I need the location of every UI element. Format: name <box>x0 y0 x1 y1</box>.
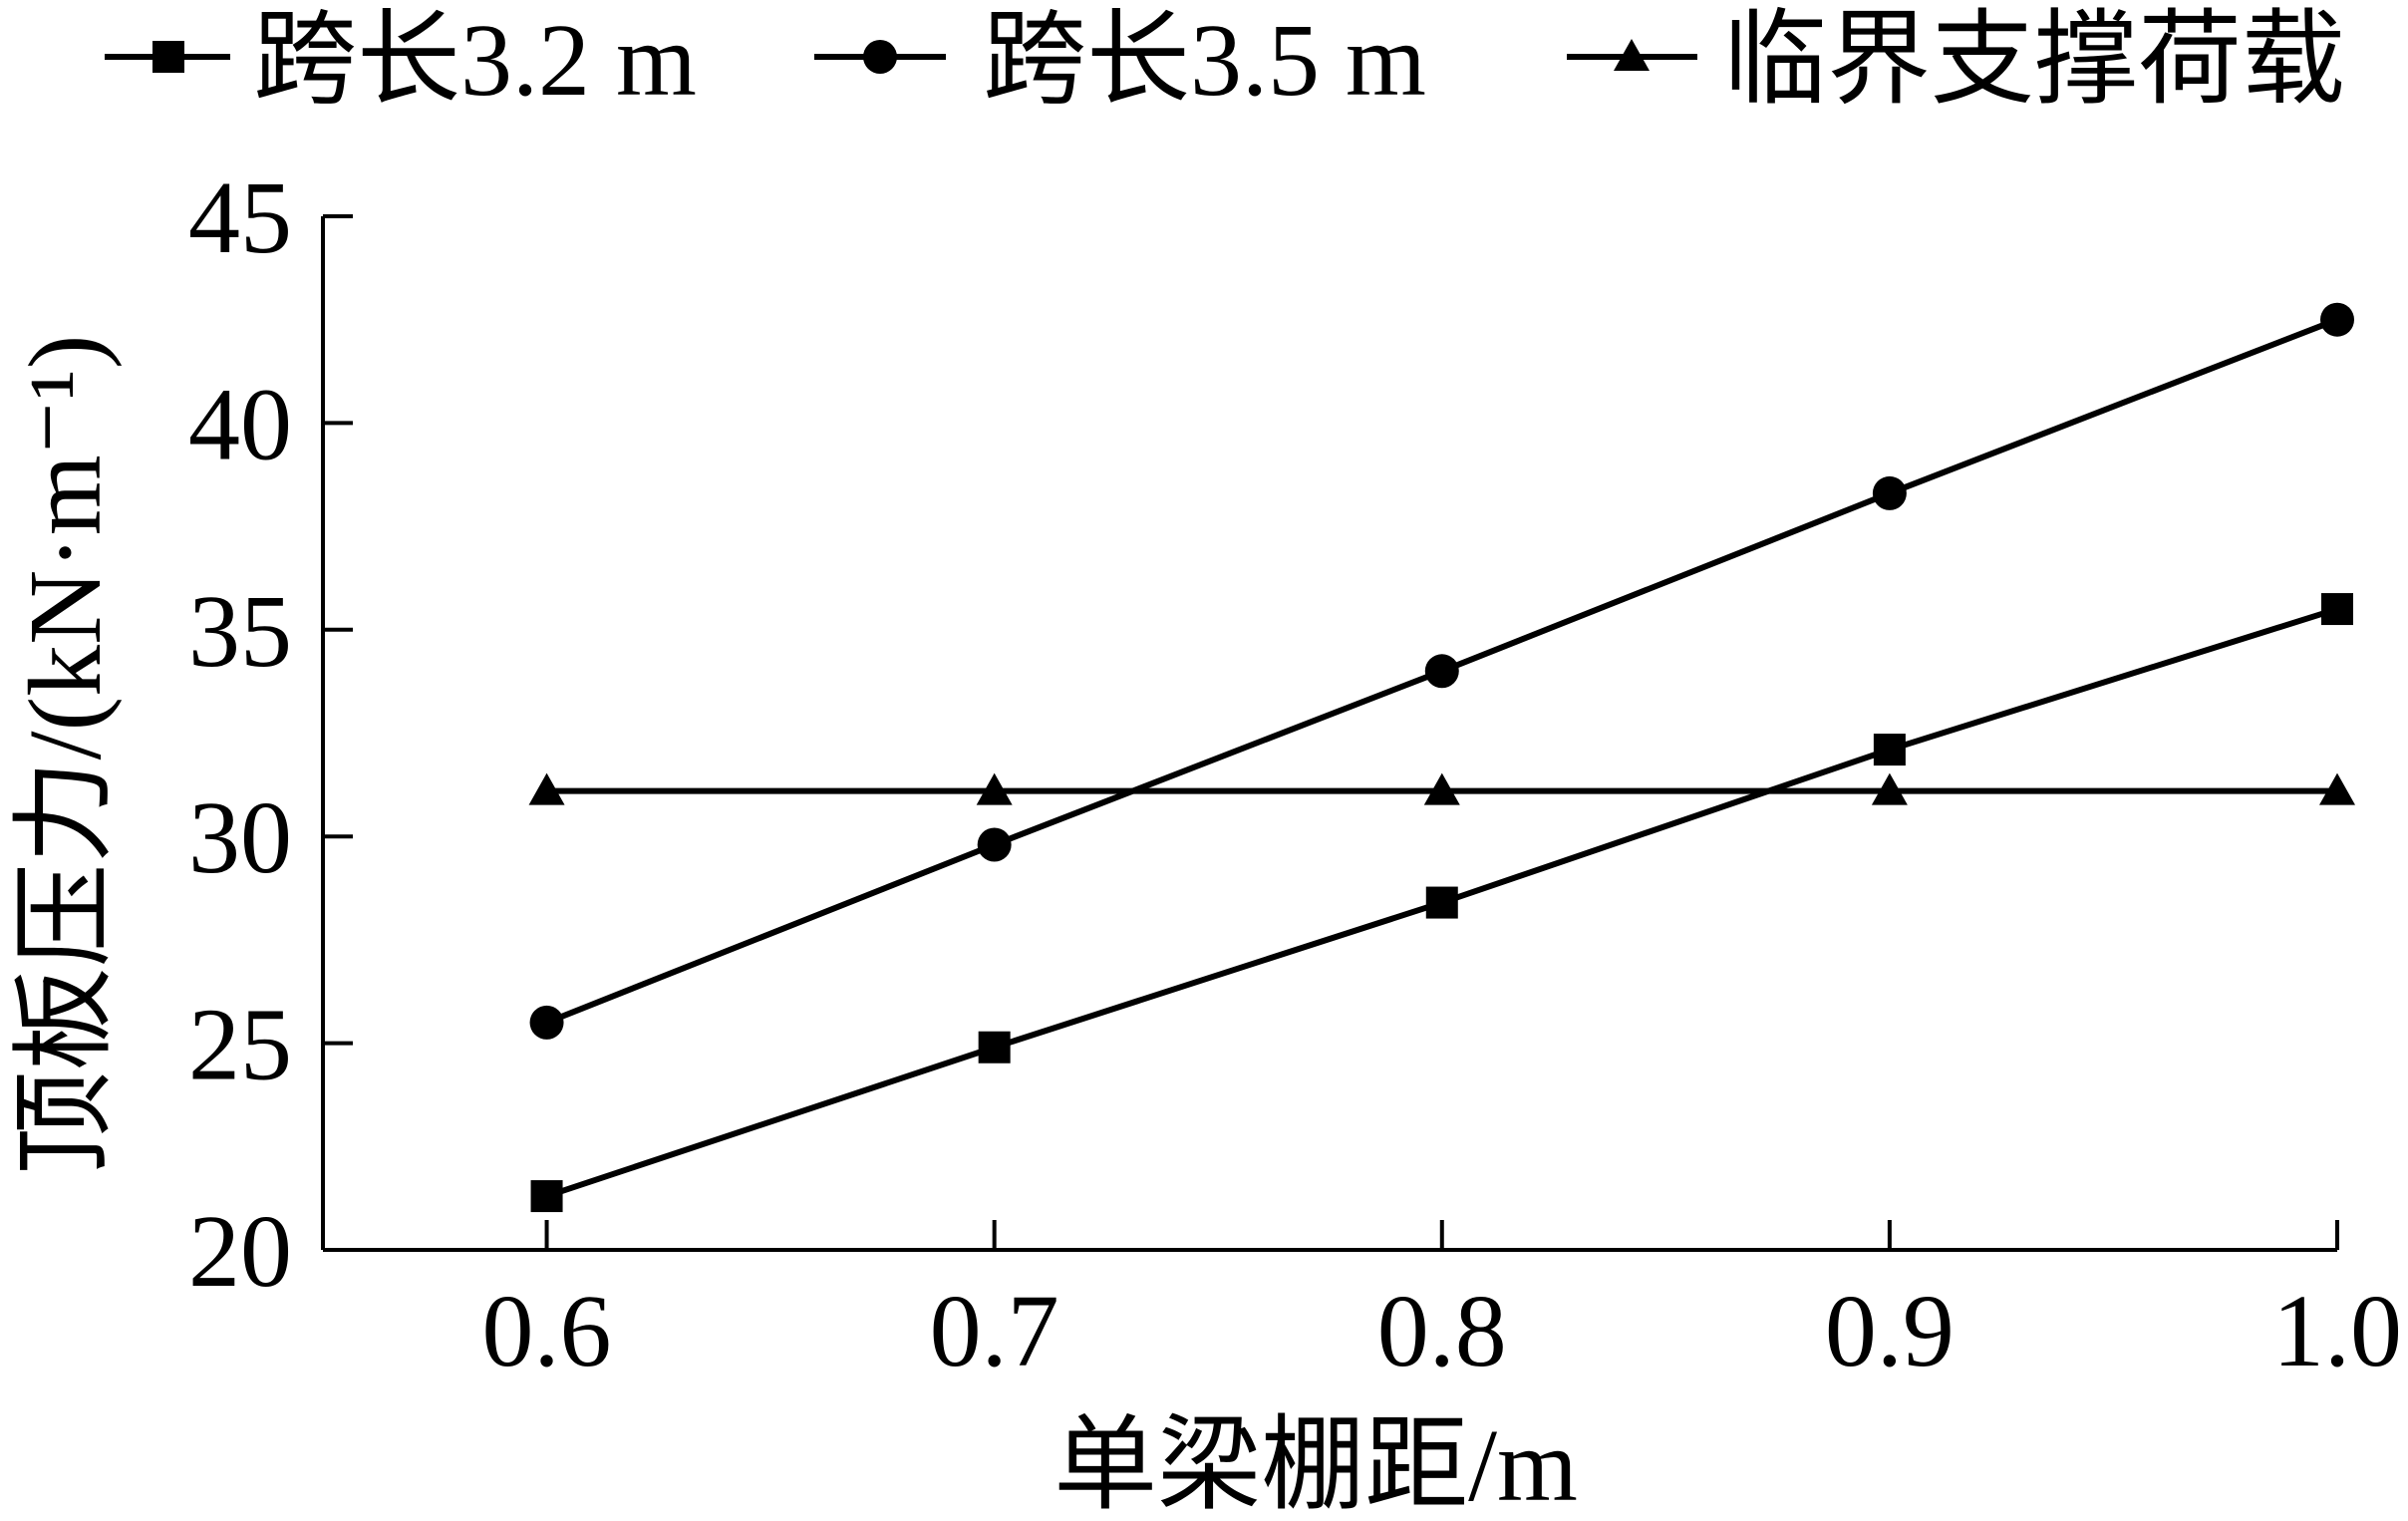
data-point-square <box>978 1031 1011 1064</box>
data-point-square <box>2321 593 2353 626</box>
x-axis-ticks: 0.6 0.7 0.8 0.9 1.0 <box>482 1220 2402 1388</box>
data-point-triangle <box>2319 772 2355 805</box>
series-critical-load <box>528 772 2355 805</box>
data-point-square <box>530 1180 563 1213</box>
y-tick-label: 25 <box>188 988 292 1102</box>
y-tick-label: 30 <box>188 780 292 895</box>
x-axis-label: 单梁棚距/m <box>1054 1408 1578 1521</box>
x-tick-label: 0.8 <box>1377 1274 1507 1388</box>
legend-item-span-3-5: 跨长3.5 m <box>814 3 1426 118</box>
data-point-triangle <box>1423 772 1460 805</box>
data-point-triangle <box>1871 772 1908 805</box>
legend-item-span-3-2: 跨长3.2 m <box>105 3 697 118</box>
data-point-triangle <box>528 772 565 805</box>
data-point-circle <box>529 1005 564 1040</box>
x-tick-label: 1.0 <box>2272 1274 2402 1388</box>
legend-label-span-3-5: 跨长3.5 m <box>983 3 1426 118</box>
x-tick-label: 0.6 <box>482 1274 612 1388</box>
legend-triangle-marker <box>1614 39 1650 71</box>
series-span-3-5 <box>529 302 2354 1040</box>
data-point-circle <box>2320 302 2354 337</box>
legend-label-critical-load: 临界支撑荷载 <box>1723 3 2345 118</box>
legend-square-marker <box>152 41 184 73</box>
data-point-square <box>1425 886 1458 919</box>
y-tick-label: 35 <box>188 574 292 689</box>
data-point-circle <box>1424 654 1459 689</box>
y-tick-label: 45 <box>188 160 292 275</box>
x-tick-label: 0.9 <box>1825 1274 1955 1388</box>
legend-item-critical-load: 临界支撑荷载 <box>1567 3 2345 118</box>
y-tick-label: 40 <box>188 367 292 481</box>
y-tick-label: 20 <box>188 1194 292 1309</box>
data-point-triangle <box>976 772 1013 805</box>
series-layer <box>528 302 2355 1213</box>
legend-label-span-3-2: 跨长3.2 m <box>253 3 697 118</box>
x-tick-label: 0.7 <box>930 1274 1059 1388</box>
series-span-3-2 <box>530 593 2353 1213</box>
data-point-square <box>1873 734 1906 766</box>
data-point-circle <box>977 827 1012 862</box>
y-axis-label: 顶板压力/(kN·m⁻¹) <box>8 335 123 1175</box>
legend-circle-marker <box>863 40 897 74</box>
legend: 跨长3.2 m 跨长3.5 m 临界支撑荷载 <box>105 3 2345 118</box>
y-axis-ticks: 20 25 30 35 40 45 <box>188 160 353 1309</box>
data-point-circle <box>1872 475 1907 510</box>
